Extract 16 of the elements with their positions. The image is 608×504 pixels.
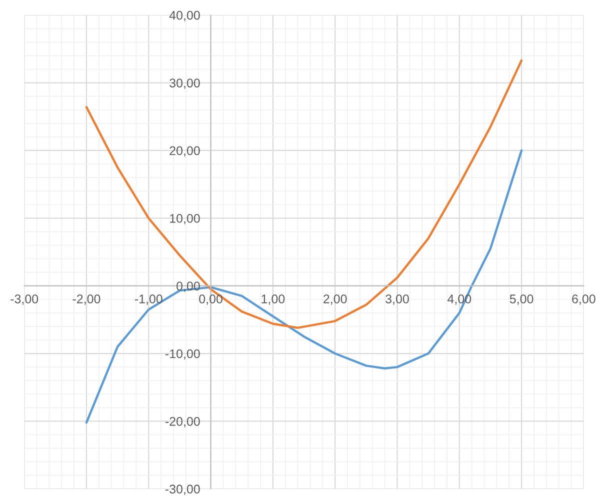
x-tick-label: 3,00 — [386, 294, 409, 305]
y-tick-label: -10,00 — [165, 349, 200, 360]
x-tick-label: 0,00 — [199, 294, 222, 305]
y-tick-label: 40,00 — [169, 10, 200, 22]
y-tick-label: 30,00 — [170, 78, 200, 89]
x-tick-label: 5,00 — [510, 294, 534, 305]
x-tick-label: 1,00 — [262, 294, 285, 305]
x-tick-label: 2,00 — [324, 294, 347, 305]
y-tick-label: -20,00 — [165, 417, 200, 428]
x-tick-label: -3,00 — [10, 294, 38, 305]
x-tick-label: 6,00 — [572, 294, 596, 305]
y-tick-label: -30,00 — [165, 484, 200, 496]
x-tick-label: -2,00 — [72, 294, 100, 305]
y-tick-label: 20,00 — [170, 146, 200, 157]
x-tick-label: -1,00 — [134, 294, 162, 305]
y-tick-label: 10,00 — [170, 214, 200, 224]
